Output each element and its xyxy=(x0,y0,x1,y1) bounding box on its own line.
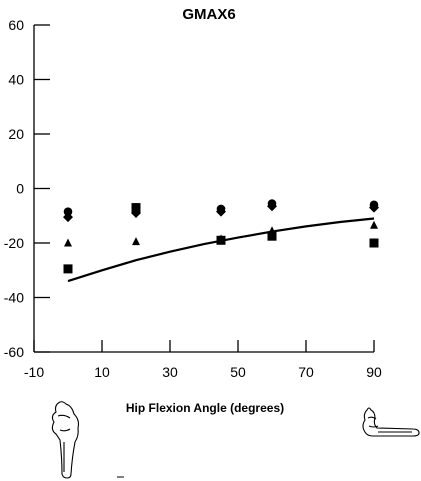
y-tick-label: -40 xyxy=(4,290,24,306)
y-tick-label: -20 xyxy=(4,235,24,251)
plot-area xyxy=(63,199,379,283)
x-tick-label: 10 xyxy=(94,364,110,380)
x-tick-label: 30 xyxy=(162,364,178,380)
point-triangle xyxy=(132,237,140,246)
y-axis: 60 40 20 0 -20 -40 -60 xyxy=(4,17,50,360)
y-tick-label: 40 xyxy=(8,72,24,88)
y-tick-label: 60 xyxy=(8,17,24,33)
point-square xyxy=(63,264,73,274)
series-line xyxy=(67,217,375,283)
point-triangle xyxy=(370,220,378,229)
point-diamond xyxy=(267,201,277,212)
y-tick-label: 0 xyxy=(16,181,24,197)
point-square xyxy=(131,203,141,213)
point-triangle xyxy=(64,238,72,247)
x-tick-label: -10 xyxy=(24,364,44,380)
y-tick-label: 20 xyxy=(8,126,24,142)
point-diamond xyxy=(63,212,73,223)
chart-title: GMAX6 xyxy=(182,6,235,23)
point-square xyxy=(267,231,277,241)
point-square xyxy=(369,238,379,248)
x-tick-label: 50 xyxy=(230,364,246,380)
hip-upright-figure xyxy=(51,401,80,479)
x-tick-label: 70 xyxy=(298,364,314,380)
x-axis: -10 10 30 50 70 90 xyxy=(24,340,382,380)
point-diamond xyxy=(369,202,379,213)
point-diamond xyxy=(216,206,226,217)
x-tick-label: 90 xyxy=(366,364,382,380)
hip-flexed-figure xyxy=(362,407,420,437)
x-axis-title: Hip Flexion Angle (degrees) xyxy=(126,401,284,415)
y-tick-label: -60 xyxy=(4,344,24,360)
point-circle xyxy=(63,207,73,216)
